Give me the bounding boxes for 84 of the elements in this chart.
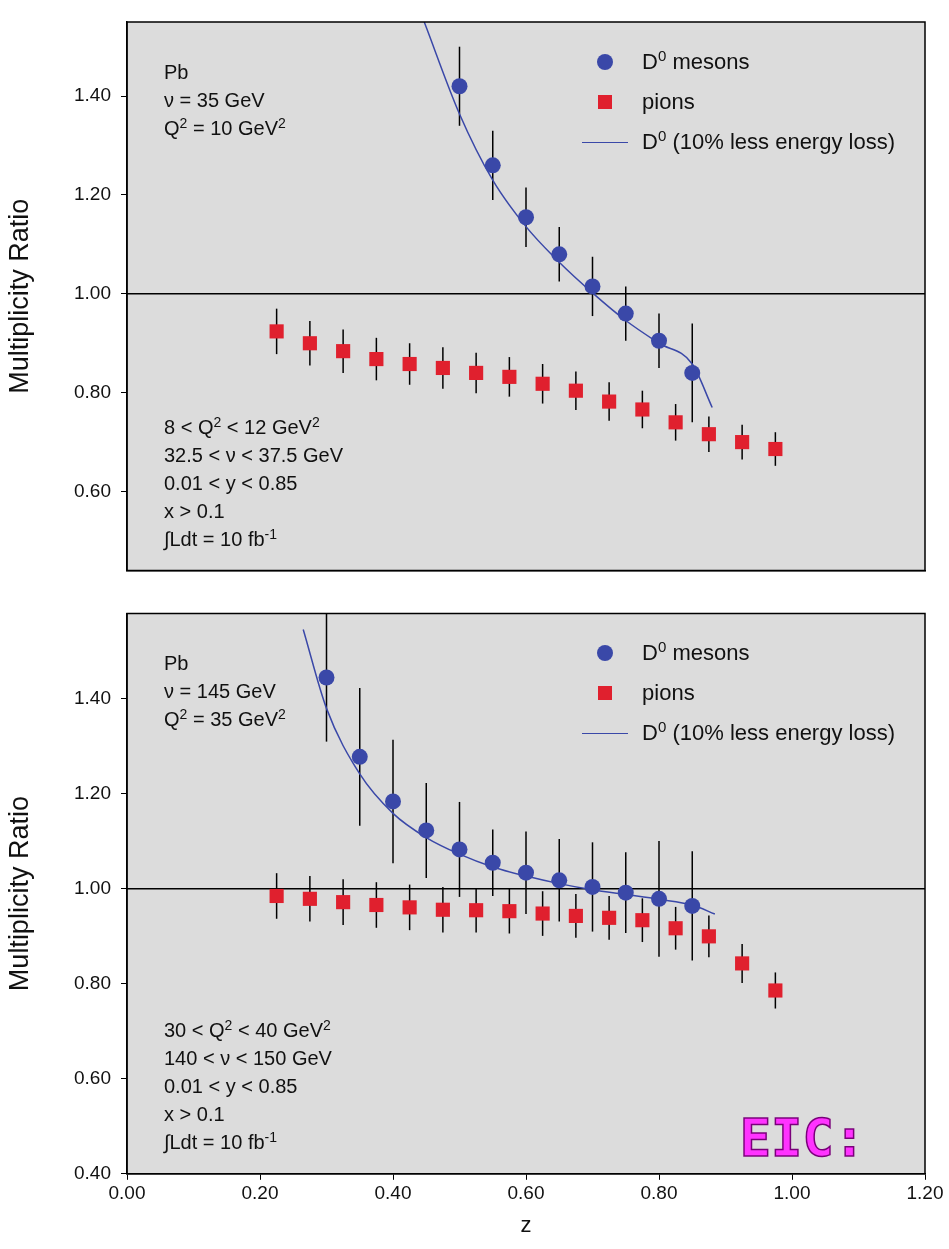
- y-tick-label: 0.80: [74, 972, 111, 994]
- y-axis-title: Multiplicity Ratio: [3, 198, 34, 394]
- point: [551, 246, 568, 263]
- y-tick-label: 1.20: [74, 183, 111, 205]
- point: [735, 956, 750, 971]
- y-axis-title: Multiplicity Ratio: [3, 796, 34, 992]
- point: [435, 360, 450, 376]
- y-tick-label: 1.40: [74, 84, 111, 106]
- y-tick-label: 0.80: [74, 380, 111, 402]
- y-tick-label: 1.00: [74, 282, 111, 304]
- point: [684, 364, 701, 381]
- point: [336, 895, 351, 910]
- point: [617, 305, 634, 322]
- point: [551, 872, 568, 889]
- legend-label: D$^{0}$ mesons: [642, 638, 750, 667]
- point: [617, 884, 634, 901]
- point: [535, 376, 550, 391]
- legend-label: D$^{0}$ (10% less energy loss): [642, 718, 895, 747]
- legend-label: pions: [642, 680, 695, 707]
- y-tick-label: 0.60: [74, 479, 111, 501]
- point: [568, 908, 583, 923]
- point: [351, 748, 368, 765]
- point: [502, 904, 517, 919]
- y-tick-label: 0.40: [74, 1162, 111, 1184]
- text: 30 < Q$^{2}$ < 40 GeV$^{2}$ 140 < ν < 150 GeV 0.01 < y < 0.85 x > 0.1 ∫Ldt = 10 fb$^{-1}$: [164, 1016, 332, 1153]
- x-tick-label: 0.00: [108, 1182, 146, 1204]
- point: [602, 910, 617, 925]
- x-tick-label: 0.60: [507, 1182, 545, 1204]
- point: [668, 415, 683, 430]
- y-tick-label: 1.20: [74, 782, 111, 804]
- x-tick-label: 1.00: [773, 1182, 811, 1204]
- y-tick-label: 1.40: [74, 687, 111, 709]
- annotation: EIC:: [739, 1107, 865, 1168]
- point: [668, 921, 683, 936]
- point: [518, 209, 534, 226]
- legend-label: D$^{0}$ mesons: [642, 47, 750, 75]
- point: [336, 344, 351, 359]
- point: [469, 903, 484, 918]
- point: [535, 906, 550, 921]
- text: 8 < Q$^{2}$ < 12 GeV$^{2}$ 32.5 < ν < 37.5 GeV 0.01 < y < 0.85 x > 0.1 ∫Ldt = 10 fb$^{-1}$: [164, 413, 344, 550]
- point: [768, 983, 783, 998]
- point: [635, 913, 650, 928]
- point: [584, 878, 601, 895]
- point: [269, 324, 284, 339]
- point: [568, 383, 583, 398]
- point: [701, 427, 716, 442]
- point: [369, 352, 384, 367]
- x-tick-label: 0.80: [640, 1182, 678, 1204]
- point: [418, 822, 435, 839]
- point: [369, 897, 384, 913]
- point: [469, 365, 484, 380]
- point: [302, 891, 317, 906]
- x-tick-label: 1.20: [906, 1182, 944, 1204]
- point: [602, 394, 617, 409]
- annotation: Pb ν = 145 GeV Q$^{2}$ = 35 GeV$^{2}$: [164, 651, 286, 733]
- point: [735, 435, 750, 450]
- x-tick-label: 0.40: [374, 1182, 412, 1204]
- x-tick-label: 0.20: [241, 1182, 279, 1204]
- point: [768, 441, 783, 457]
- point: [701, 929, 716, 944]
- point: [635, 402, 650, 417]
- x-axis-title: z: [520, 1211, 532, 1237]
- point: [318, 669, 335, 686]
- point: [651, 890, 667, 907]
- legend-label: D$^{0}$ (10% less energy loss): [642, 127, 895, 155]
- point: [502, 369, 517, 384]
- y-tick-label: 1.00: [74, 877, 111, 899]
- point: [451, 78, 468, 95]
- point: [402, 356, 417, 372]
- point: [402, 900, 417, 915]
- annotation: Pb ν = 35 GeV Q$^{2}$ = 10 GeV$^{2}$: [164, 60, 286, 141]
- point: [385, 793, 401, 810]
- point: [484, 157, 501, 174]
- point: [435, 902, 450, 917]
- legend-label: pions: [642, 89, 695, 115]
- point: [269, 888, 284, 904]
- point: [651, 332, 667, 349]
- point: [484, 854, 501, 871]
- point: [518, 864, 534, 881]
- y-tick-label: 0.60: [74, 1067, 111, 1089]
- point: [451, 841, 468, 858]
- point: [684, 897, 701, 914]
- point: [584, 278, 601, 295]
- point: [302, 336, 317, 351]
